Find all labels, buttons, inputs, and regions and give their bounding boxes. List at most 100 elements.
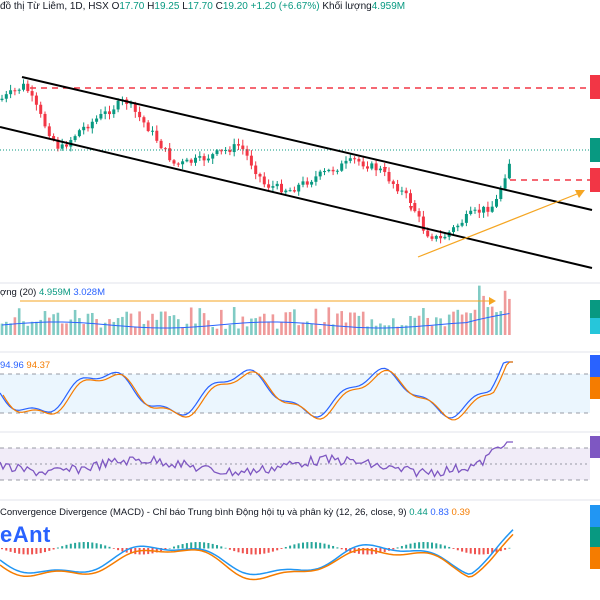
candles-group [0, 79, 511, 244]
candle-body [95, 118, 99, 122]
macd-hist-bar [396, 547, 399, 549]
candle-body [292, 190, 296, 192]
volume-bar [35, 321, 38, 335]
macd-hist-bar [39, 548, 42, 554]
macd-hist-bar [56, 547, 59, 549]
volume-bar [151, 313, 154, 335]
candle-body [327, 169, 331, 172]
candle-body [108, 111, 111, 115]
candle-body [52, 136, 56, 140]
macd-hist-bar [22, 548, 25, 555]
support-arrow-line[interactable] [417, 191, 583, 258]
volume-bar [297, 325, 300, 335]
macd-hist-value: 0.39 [451, 507, 471, 518]
volume-bar [379, 323, 382, 335]
chart-header: đồ thị Từ Liêm, 1D, HSX O17.70 H19.25 L1… [0, 0, 600, 16]
volume-bar [159, 311, 163, 335]
volume-bar [499, 310, 503, 335]
candle-body [133, 103, 137, 112]
volume-bar [86, 313, 90, 335]
macd-hist-bar [130, 548, 132, 554]
channel-lower-line[interactable] [0, 126, 593, 269]
volume-indicator-name[interactable]: ợng (20) [0, 287, 37, 298]
macd-indicator-name[interactable]: Convergence Divergence (MACD) - Chỉ báo … [0, 507, 407, 518]
volume-bar [263, 313, 266, 335]
candle-body [353, 158, 357, 160]
volume-bar [469, 313, 472, 335]
stoch-pane-label: 94.96 94.37 [0, 360, 50, 371]
macd-hist-bar [18, 548, 21, 554]
candle-body [249, 155, 253, 166]
close-label: C [215, 1, 223, 12]
macd-hist-bar [108, 546, 111, 549]
volume-bar [503, 290, 507, 335]
volume-bar [271, 314, 275, 335]
candle-body [490, 206, 494, 212]
candle-body [241, 145, 245, 150]
volume-bar [370, 319, 374, 335]
candle-body [297, 184, 301, 192]
candle-body [22, 83, 25, 90]
volume-bar [267, 322, 270, 335]
candle-body [176, 163, 180, 165]
macd-hist-bar [336, 547, 339, 549]
macd-hist-bar [478, 548, 481, 555]
macd-hist-bar [237, 548, 240, 553]
candle-body [452, 227, 455, 233]
candle-body [499, 188, 503, 199]
candle-body [374, 163, 378, 171]
macd-hist-bar [461, 548, 464, 552]
volume-pane-label: ợng (20) 4.959M 3.028M [0, 287, 105, 298]
macd-hist-bar [409, 543, 412, 549]
volume-bar [301, 322, 305, 335]
macd-hist-bar [211, 543, 214, 549]
volume-bar [142, 323, 146, 335]
volume-bar [396, 326, 399, 335]
macd-hist-bar [164, 548, 167, 550]
candle-body [168, 148, 172, 161]
channel-upper-line[interactable] [21, 76, 593, 211]
macd-hist-bar [456, 548, 459, 551]
volume-bar [486, 307, 490, 335]
candle-body [348, 158, 352, 161]
macd-hist-bar [78, 542, 81, 549]
volume-bar [258, 316, 262, 335]
candle-body [129, 103, 133, 105]
candle-body [103, 111, 107, 114]
volume-bar [116, 318, 120, 335]
candle-body [181, 161, 185, 165]
candle-body [417, 211, 421, 217]
candle-body [219, 150, 223, 152]
price-tag-red [590, 168, 600, 192]
macd-hist-bar [370, 548, 373, 555]
watermark-logo: eAnt [0, 522, 51, 547]
volume-bar [215, 328, 219, 335]
macd-hist-bar [117, 548, 120, 551]
volume-bar [245, 326, 249, 335]
symbol-title[interactable]: đồ thị Từ Liêm, 1D, HSX [0, 1, 109, 12]
volume-bar [9, 323, 12, 335]
volume-bar [430, 325, 434, 335]
macd-hist-bar [198, 542, 201, 549]
macd-hist-bar [271, 548, 274, 552]
macd-signal-tag [590, 547, 600, 569]
volume-ma-value: 3.028M [73, 287, 105, 298]
candle-body [443, 236, 447, 239]
candle-body [30, 91, 34, 96]
candle-body [421, 216, 425, 231]
volume-bar [336, 313, 339, 335]
macd-hist-bar [82, 542, 85, 549]
candle-body [370, 163, 374, 169]
candle-body [340, 163, 344, 171]
macd-hist-bar [310, 542, 313, 549]
candle-body [426, 230, 430, 237]
macd-hist-bar [431, 542, 433, 549]
macd-hist-bar [177, 545, 180, 549]
volume-bars-group [0, 285, 511, 335]
open-value: 17.70 [119, 1, 145, 12]
volume-bar [69, 319, 73, 335]
candle-body [507, 163, 511, 179]
volume-ma-line [1, 313, 510, 329]
volume-value: 4.959M [371, 1, 406, 12]
